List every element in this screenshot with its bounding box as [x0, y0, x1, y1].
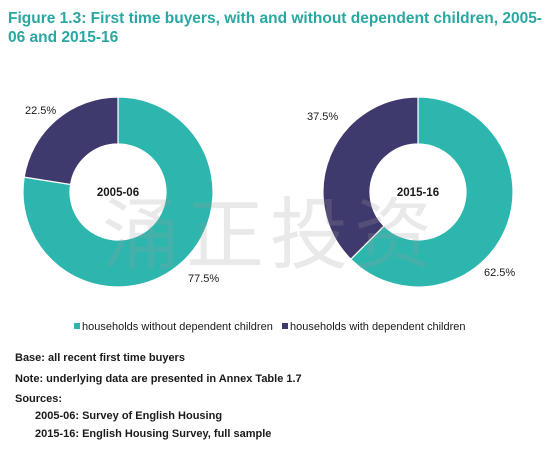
- data-note: Note: underlying data are presented in A…: [15, 373, 302, 385]
- donut-2005-06-slice-without-children: [22, 96, 214, 288]
- base-note: Base: all recent first time buyers: [15, 352, 185, 364]
- donut-charts: 77.5% 22.5% 2005-06 62.5% 37.5% 2015-16 househ…: [22, 96, 515, 333]
- legend-swatch-with-children: [282, 323, 288, 329]
- sources-heading: Sources:: [15, 393, 63, 405]
- donut-center-label: 2005-06: [97, 187, 139, 199]
- legend-swatch-without-children: [74, 323, 80, 329]
- chart-title: Figure 1.3: First time buyers, with and …: [8, 10, 542, 46]
- donut-2015-16-value-label: 62.5%: [484, 267, 515, 279]
- donut-2015-16-slice-without-children: [349, 96, 514, 288]
- legend-label-without-children: households without dependent children: [82, 321, 273, 333]
- donut-center-label: 2015-16: [397, 187, 439, 199]
- donut-2005-06-slice-with-children: [23, 96, 119, 186]
- donut-2015-16-slice-with-children: [322, 96, 419, 261]
- donut-2015-16-value-label: 37.5%: [307, 111, 338, 123]
- source-2005-06: 2005-06: Survey of English Housing: [35, 410, 223, 422]
- source-2015-16: 2015-16: English Housing Survey, full sa…: [35, 428, 272, 440]
- donut-2005-06-value-label: 22.5%: [25, 105, 56, 117]
- donut-2005-06-value-label: 77.5%: [188, 273, 219, 285]
- legend-label-with-children: households with dependent children: [290, 321, 466, 333]
